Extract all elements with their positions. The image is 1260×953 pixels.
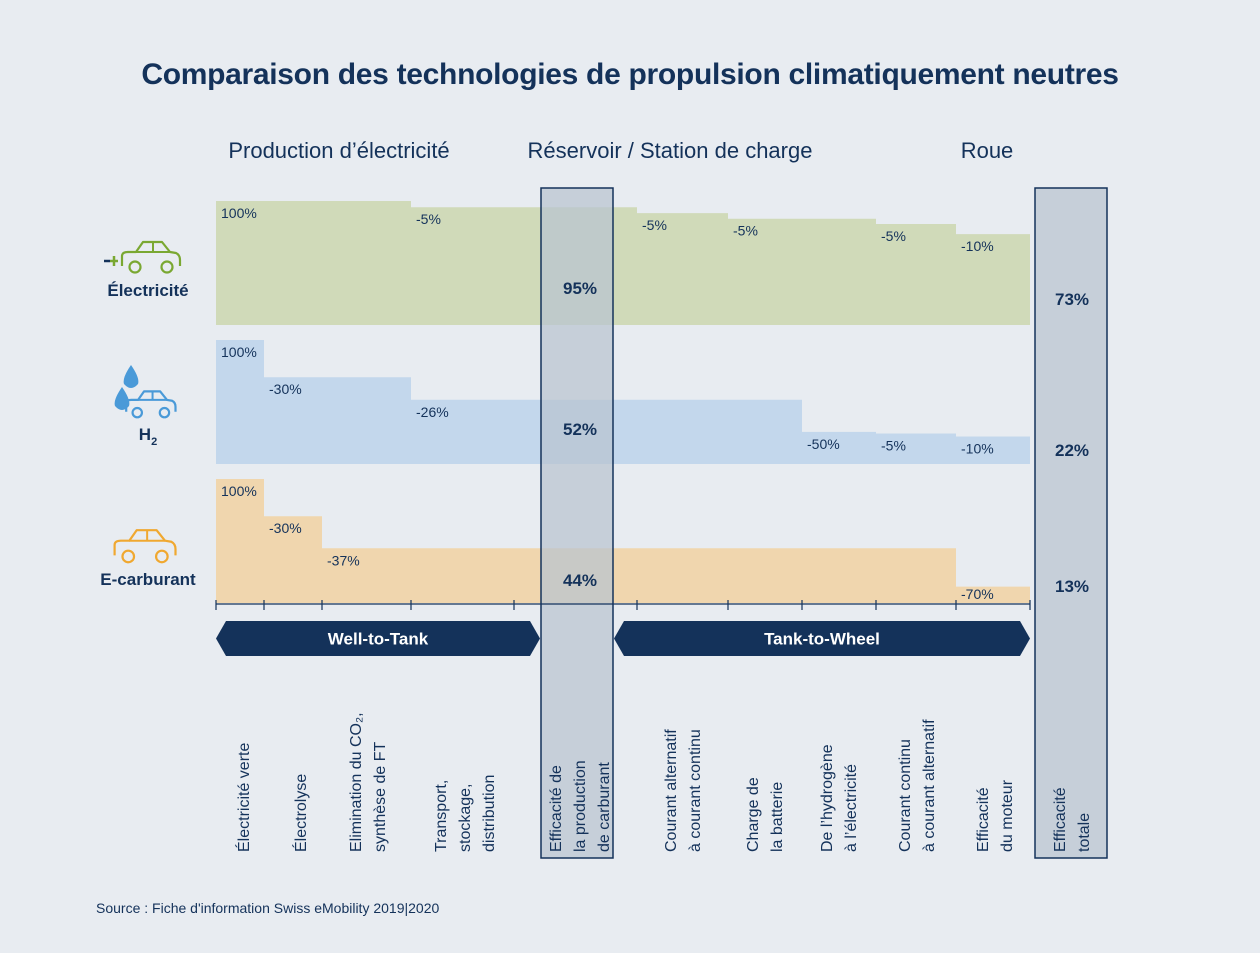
step-label-line: Électrolyse <box>291 774 310 852</box>
series-area <box>216 201 1030 325</box>
change-label: -37% <box>327 552 360 568</box>
plug-icon <box>110 256 118 266</box>
step-label-line: Électricité verte <box>234 743 253 852</box>
change-label: 100% <box>221 483 257 499</box>
chart-title: Comparaison des technologies de propulsi… <box>141 58 1119 91</box>
fuel-efficiency-value: 52% <box>563 420 597 439</box>
total-efficiency-value: 73% <box>1055 290 1089 309</box>
well-to-tank-arrow-label: Well-to-Tank <box>328 630 429 649</box>
step-label-line: à l’électricité <box>843 764 860 852</box>
step-label-line: la production <box>572 760 589 852</box>
step-label: Courant continu à courant alternatif <box>897 719 938 852</box>
tank-to-wheel-arrow <box>614 621 1030 656</box>
step-label: Courant alternatif à courant continu <box>663 729 704 852</box>
series-label: Électricité <box>107 281 188 300</box>
series-group: 100% -5% -5% -5% -5% -10% <box>216 201 1030 325</box>
step-label-line: Charge de <box>745 777 762 852</box>
step-label-line: Courant alternatif <box>663 729 680 852</box>
step-label: Efficacité de la production de carburant <box>548 760 613 852</box>
step-label-line: du moteur <box>999 779 1016 852</box>
change-label: 100% <box>221 205 257 221</box>
change-label: -30% <box>269 381 302 397</box>
change-label: -50% <box>807 436 840 452</box>
total-efficiency-value: 13% <box>1055 577 1089 596</box>
section-header: Roue <box>961 138 1014 163</box>
step-label: Électricité verte <box>234 743 253 852</box>
step-label-line: Efficacité <box>975 787 992 852</box>
fuel-efficiency-column <box>540 187 614 859</box>
step-label: De l’hydrogène à l’électricité <box>819 744 860 852</box>
change-label: -5% <box>642 217 667 233</box>
change-label: -30% <box>269 520 302 536</box>
section-header: Réservoir / Station de charge <box>528 138 813 163</box>
section-header: Production d’électricité <box>228 138 449 163</box>
change-label: -10% <box>961 238 994 254</box>
change-label: -5% <box>881 438 906 454</box>
hydrogen-car-drops-icon <box>114 365 177 419</box>
step-label: Électrolyse <box>291 774 310 852</box>
fuel-efficiency-value: 44% <box>563 571 597 590</box>
step-label-line: totale <box>1076 813 1093 852</box>
car-wheel <box>160 260 174 274</box>
series-area <box>216 340 1030 464</box>
step-label: Transport, stockage, distribution <box>433 775 498 852</box>
total-efficiency-column <box>1034 187 1108 859</box>
step-label-line: de carburant <box>596 762 613 852</box>
car-wheel <box>128 260 142 274</box>
car-wheel <box>154 549 169 564</box>
step-label: Efficacité du moteur <box>975 779 1016 852</box>
source-note: Source : Fiche d'information Swiss eMobi… <box>96 900 440 916</box>
step-label-line: Efficacité de <box>548 765 565 852</box>
car-wheel <box>158 406 171 419</box>
change-label: 100% <box>221 344 257 360</box>
car-wheel <box>121 549 136 564</box>
tank-to-wheel-arrow-label: Tank-to-Wheel <box>764 630 880 649</box>
series-group: 100% -30% -26% -50% -5% -10% <box>216 340 1030 464</box>
change-label: -5% <box>733 223 758 239</box>
car-wheel <box>131 406 144 419</box>
change-label: -5% <box>881 228 906 244</box>
combustion-car-icon <box>113 529 177 564</box>
change-label: -10% <box>961 441 994 457</box>
step-label-line: la batterie <box>769 782 786 852</box>
step-label-line: stockage, <box>457 784 474 852</box>
step-label-line: Transport, <box>433 780 450 852</box>
series-group: 100% -30% -37% -70% <box>216 479 1030 603</box>
step-label-line: Efficacité <box>1052 787 1069 852</box>
change-label: -5% <box>416 211 441 227</box>
step-label-line: à courant alternatif <box>921 719 938 852</box>
step-label-line: Courant continu <box>897 739 914 852</box>
series-label: E-carburant <box>100 570 196 589</box>
step-label-line: De l’hydrogène <box>819 744 836 852</box>
well-to-tank-arrow <box>216 621 540 656</box>
series-area <box>216 479 1030 603</box>
step-label-line: synthèse de FT <box>372 742 389 853</box>
step-label: Efficacité totale <box>1052 787 1093 852</box>
water-drop-icon <box>114 387 130 410</box>
step-label: Elimination du CO₂, synthèse de FT <box>348 712 389 852</box>
total-efficiency-value: 22% <box>1055 441 1089 460</box>
change-label: -70% <box>961 586 994 602</box>
electric-car-plug-icon <box>104 240 182 274</box>
fuel-efficiency-value: 95% <box>563 279 597 298</box>
step-label-line: à courant continu <box>687 729 704 852</box>
change-label: -26% <box>416 404 449 420</box>
series-label: H2 <box>139 425 157 448</box>
step-label: Charge de la batterie <box>745 777 786 852</box>
water-drop-icon <box>123 365 139 388</box>
step-label-line: Elimination du CO₂, <box>348 712 365 852</box>
step-label-line: distribution <box>481 775 498 852</box>
